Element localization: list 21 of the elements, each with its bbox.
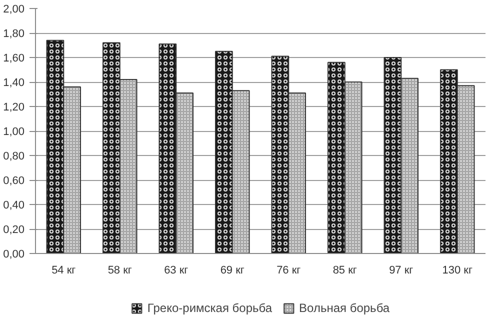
x-tick-label: 54 кг xyxy=(52,264,76,276)
y-tick-label: 1,80 xyxy=(3,28,25,40)
y-tick-label: 0,80 xyxy=(3,150,25,162)
x-tick-label: 58 кг xyxy=(108,264,132,276)
y-tick-label: 1,60 xyxy=(3,52,25,64)
y-tick-label: 2,00 xyxy=(3,4,25,16)
x-tick-label: 85 кг xyxy=(332,264,357,276)
y-tick-label: 1,40 xyxy=(3,77,25,89)
x-tick-label: 130 кг xyxy=(442,264,472,276)
x-tick-label: 76 кг xyxy=(276,264,301,276)
x-tick-label: 97 кг xyxy=(389,264,414,276)
y-tick-label: 1,00 xyxy=(3,126,25,138)
y-tick-label: 0,00 xyxy=(3,248,25,260)
x-tick-label: 63 кг xyxy=(164,264,188,276)
y-tick-label: 0,20 xyxy=(3,224,25,236)
y-tick-label: 0,40 xyxy=(3,200,25,212)
x-tick-label: 69 кг xyxy=(220,264,244,276)
legend-label: Греко-римская борьба xyxy=(147,300,272,315)
legend-label: Вольная борьба xyxy=(299,300,390,315)
y-tick-label: 1,20 xyxy=(3,102,25,114)
y-tick-label: 0,60 xyxy=(3,175,25,187)
